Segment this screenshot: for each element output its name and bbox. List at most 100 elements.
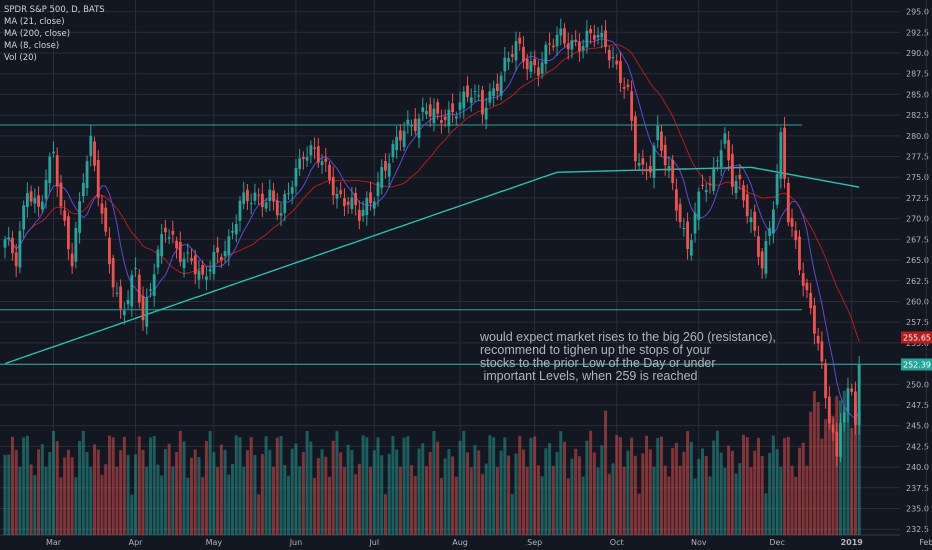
y-tick-label: 265.0 — [906, 256, 929, 265]
volume-bar — [600, 445, 604, 535]
volume-bar — [70, 457, 74, 535]
candle-body — [246, 189, 249, 202]
volume-bar — [257, 494, 261, 535]
candle-body — [63, 210, 67, 221]
volume-bar — [89, 466, 93, 535]
volume-bar — [570, 458, 574, 535]
volume-bar — [417, 448, 421, 535]
volume-bar — [805, 465, 809, 535]
candle-body — [85, 161, 89, 189]
candle-body — [492, 88, 496, 97]
volume-bar — [193, 449, 197, 535]
candle-body — [212, 252, 216, 275]
y-tick-label: 250.0 — [906, 380, 929, 389]
volume-bar — [712, 440, 716, 535]
candle-body — [137, 274, 141, 303]
candle-body — [477, 95, 481, 97]
volume-bar — [630, 437, 634, 535]
candle-body — [835, 431, 839, 457]
volume-bar — [350, 450, 354, 535]
volume-bar — [290, 448, 294, 535]
volume-bar — [37, 449, 41, 535]
candle-body — [376, 182, 380, 196]
candle-body — [115, 292, 119, 294]
candle-body — [786, 182, 790, 223]
candle-body — [716, 160, 719, 162]
candle-body — [611, 57, 615, 59]
candle-body — [272, 190, 275, 202]
volume-bar — [689, 441, 693, 535]
candle-body — [551, 45, 555, 48]
volume-bar — [454, 476, 458, 535]
candle-body — [548, 43, 551, 45]
volume-bar — [182, 441, 186, 535]
volume-bar — [387, 453, 391, 535]
y-tick-label: 290.0 — [906, 49, 929, 58]
candle-body — [305, 157, 309, 161]
x-tick-label: Sep — [527, 538, 542, 547]
candle-body — [693, 213, 697, 234]
candle-body — [462, 91, 466, 109]
candle-body — [234, 224, 238, 235]
candle-body — [141, 295, 145, 321]
candle-body — [343, 198, 346, 206]
candle-body — [48, 156, 52, 184]
volume-bar — [738, 463, 742, 535]
x-tick-label: Jun — [289, 538, 303, 547]
candle-body — [335, 194, 339, 199]
candle-body — [302, 157, 305, 160]
candle-body — [831, 424, 835, 433]
volume-bar — [10, 436, 14, 535]
volume-bar — [309, 441, 313, 535]
volume-bar — [563, 441, 566, 535]
volume-bar — [253, 455, 257, 535]
candle-body — [339, 190, 343, 195]
volume-bar — [313, 477, 317, 535]
candle-body — [197, 270, 201, 280]
volume-bar — [104, 464, 108, 535]
y-tick-label: 235.0 — [906, 504, 929, 513]
y-tick-label: 232.5 — [906, 525, 929, 534]
volume-bar — [171, 466, 175, 535]
candle-body — [742, 185, 745, 201]
candle-body — [522, 46, 525, 62]
candle-body — [801, 273, 805, 286]
candle-body — [275, 200, 279, 216]
candle-body — [59, 182, 63, 207]
volume-bar — [63, 457, 67, 535]
volume-bar — [432, 430, 436, 535]
volume-bar — [719, 452, 723, 535]
volume-bar — [596, 467, 600, 535]
candle-body — [559, 28, 563, 36]
candle-series — [3, 18, 861, 467]
volume-bar — [130, 494, 134, 535]
volume-bar — [555, 451, 559, 535]
volume-bar — [354, 474, 358, 535]
candle-body — [421, 107, 425, 112]
y-tick-label: 270.0 — [906, 215, 929, 224]
y-tick-label: 292.5 — [906, 28, 929, 37]
candle-body — [78, 201, 81, 233]
candle-body — [354, 192, 358, 206]
volume-bar — [495, 466, 499, 535]
candle-body — [387, 163, 391, 177]
volume-bar — [361, 435, 365, 535]
legend-ma21: MA (21, close) — [4, 17, 65, 27]
x-tick-label: May — [206, 538, 223, 547]
volume-bar — [544, 448, 548, 535]
volume-bar — [44, 466, 48, 535]
candle-body — [469, 97, 473, 103]
volume-bar — [439, 478, 443, 535]
volume-bar — [335, 430, 339, 535]
candle-body — [216, 247, 220, 253]
candle-body — [249, 203, 253, 205]
candle-body — [749, 217, 753, 223]
volume-bar — [820, 438, 824, 535]
volume-bar — [686, 431, 690, 535]
candle-body — [779, 132, 783, 179]
candle-body — [242, 192, 246, 204]
legend-ma200: MA (200, close) — [4, 29, 71, 39]
volume-bar — [492, 437, 496, 535]
candle-body — [425, 111, 428, 115]
